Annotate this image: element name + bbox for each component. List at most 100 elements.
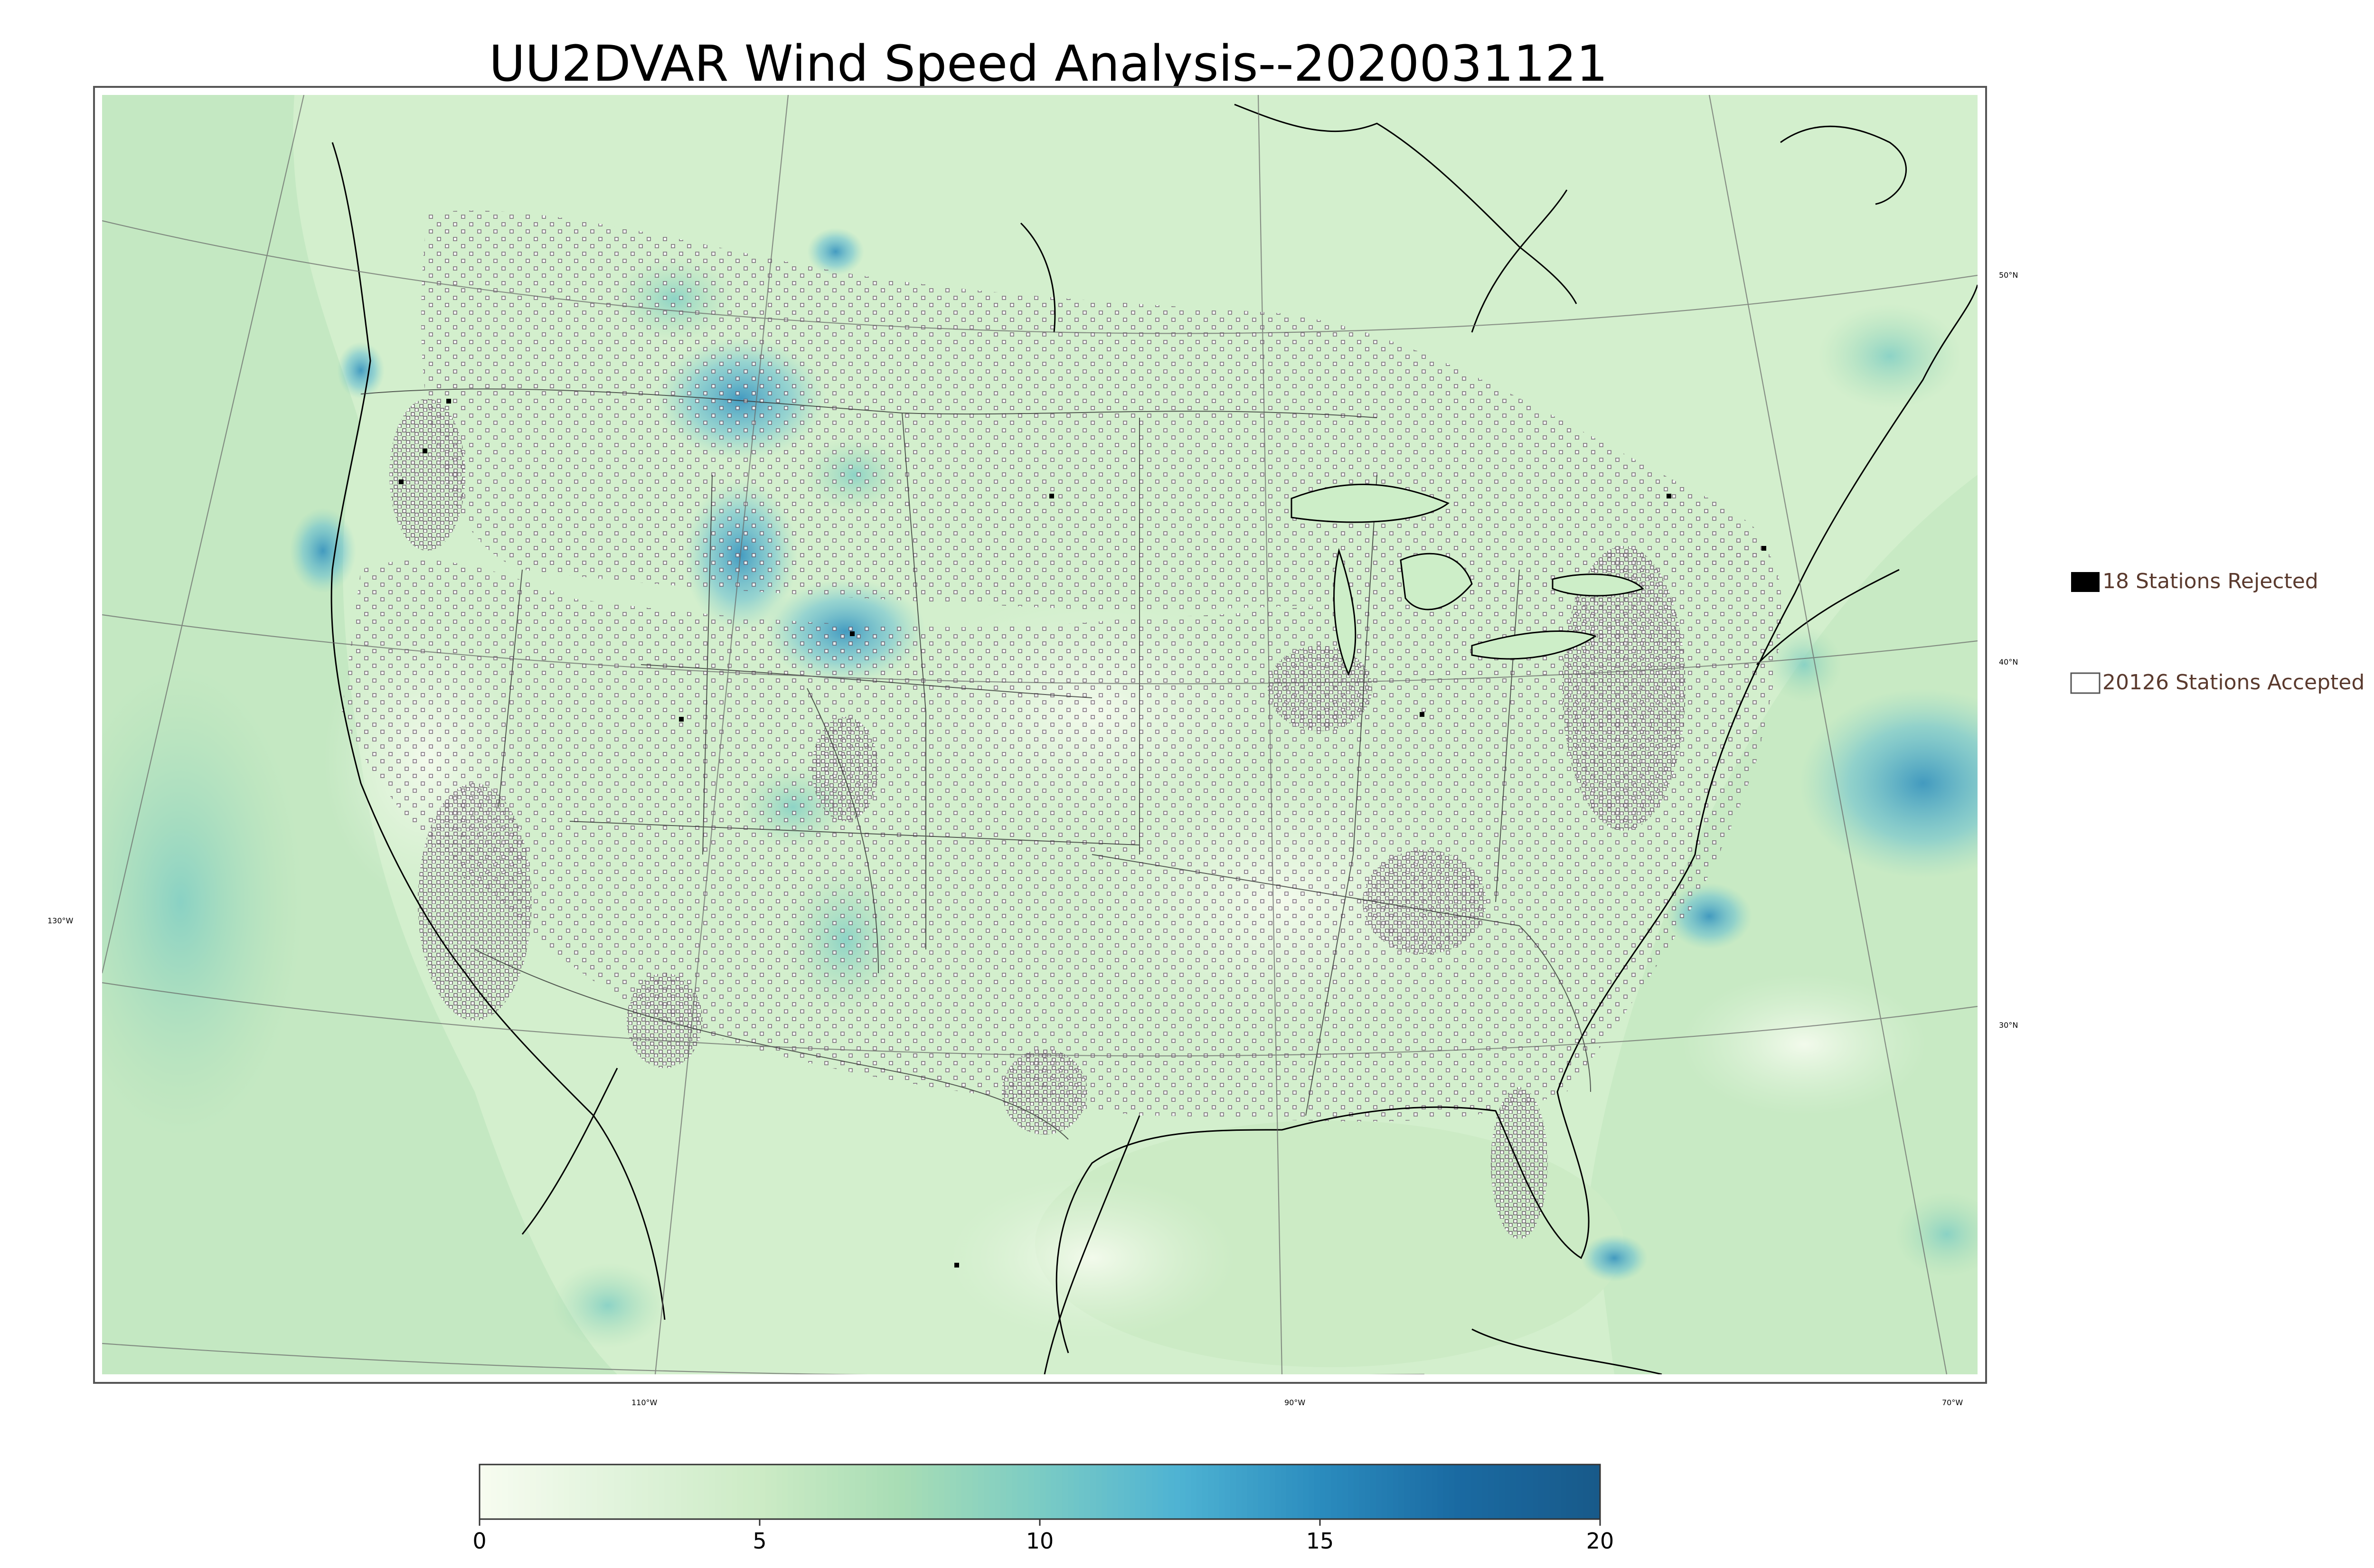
colorbar-segment [821,1465,828,1519]
colorbar-segment [1376,1465,1382,1519]
colorbar-segment [603,1465,609,1519]
colorbar-segment [1073,1465,1080,1519]
colorbar-segment [1090,1465,1096,1519]
lat-label-40n: 40°N [1999,657,2018,667]
colorbar-segment [709,1465,716,1519]
colorbar-segment [1253,1465,1259,1519]
colorbar-segment [1168,1465,1175,1519]
colorbar-segment [536,1465,542,1519]
colorbar-segment [1096,1465,1102,1519]
colorbar-segment [1118,1465,1124,1519]
colorbar-segment [704,1465,710,1519]
rejected-stations [399,399,1766,1268]
colorbar-segment [1320,1465,1326,1519]
colorbar-tick-label: 15 [1306,1528,1334,1554]
colorbar-segment [849,1465,856,1519]
rejected-legend-swatch [2071,572,2100,592]
colorbar-segment [1241,1465,1248,1519]
colorbar-segment [1112,1465,1119,1519]
colorbar-segment [1258,1465,1264,1519]
colorbar-segment [502,1465,508,1519]
colorbar-segment [1275,1465,1281,1519]
colorbar-segment [1527,1465,1534,1519]
colorbar-segment [737,1465,744,1519]
colorbar-segment [1012,1465,1018,1519]
colorbar-segment [715,1465,721,1519]
colorbar-segment [1409,1465,1416,1519]
colorbar-segment [788,1465,794,1519]
colorbar-segment [1135,1465,1141,1519]
lon-label-130w: 130°W [47,916,74,925]
colorbar-segment [1594,1465,1601,1519]
colorbar-segment [1129,1465,1136,1519]
colorbar-segment [1398,1465,1404,1519]
colorbar-segment [1281,1465,1287,1519]
colorbar-segment [1309,1465,1315,1519]
colorbar-segment [1359,1465,1366,1519]
colorbar-segment [1225,1465,1231,1519]
colorbar-segment [558,1465,564,1519]
colorbar-segment [1426,1465,1432,1519]
colorbar-segments [480,1465,1601,1519]
colorbar-segment [1544,1465,1550,1519]
colorbar-segment [1056,1465,1063,1519]
colorbar-segment [1062,1465,1068,1519]
colorbar-segment [1493,1465,1500,1519]
colorbar-segment [832,1465,839,1519]
colorbar-segment [681,1465,688,1519]
colorbar-segment [765,1465,772,1519]
colorbar-segment [1365,1465,1371,1519]
colorbar-segment [1589,1465,1595,1519]
colorbar-segment [1045,1465,1052,1519]
colorbar-segment [636,1465,643,1519]
colorbar-tick-label: 10 [1026,1528,1054,1554]
colorbar-segment [804,1465,811,1519]
colorbar-segment [776,1465,783,1519]
colorbar-segment [1208,1465,1214,1519]
colorbar-segment [961,1465,968,1519]
colorbar-segment [939,1465,945,1519]
colorbar-segment [1219,1465,1225,1519]
colorbar-segment [1157,1465,1164,1519]
colorbar-segment [1028,1465,1035,1519]
rejected-legend-label: 18 Stations Rejected [2102,569,2318,593]
colorbar-segment [877,1465,884,1519]
colorbar-segment [1213,1465,1220,1519]
colorbar-segment [631,1465,637,1519]
colorbar-segment [1505,1465,1511,1519]
colorbar-segment [513,1465,519,1519]
colorbar-segment [1325,1465,1332,1519]
colorbar-segment [1000,1465,1007,1519]
colorbar-segment [720,1465,727,1519]
colorbar-segment [592,1465,598,1519]
lon-label-70w: 70°W [1942,1398,1963,1407]
colorbar-segment [956,1465,962,1519]
colorbar-segment [496,1465,503,1519]
colorbar-segment [916,1465,923,1519]
colorbar-segment [1370,1465,1376,1519]
colorbar-segment [1437,1465,1444,1519]
colorbar-segment [883,1465,889,1519]
colorbar-segment [1101,1465,1108,1519]
colorbar-segment [1152,1465,1158,1519]
colorbar-segment [524,1465,531,1519]
colorbar-segment [642,1465,648,1519]
lon-label-110w: 110°W [631,1398,658,1407]
colorbar-segment [1191,1465,1197,1519]
colorbar-segment [692,1465,699,1519]
colorbar-segment [933,1465,940,1519]
graticule [102,95,1978,1374]
colorbar-segment [1269,1465,1276,1519]
colorbar-segment [530,1465,536,1519]
colorbar-segment [620,1465,626,1519]
colorbar-segment [608,1465,615,1519]
colorbar-segment [480,1465,486,1519]
hudson-bay-coast [1020,103,1907,333]
colorbar-segment [1264,1465,1270,1519]
colorbar-segment [1488,1465,1494,1519]
colorbar-segment [827,1465,833,1519]
colorbar-segment [1023,1465,1029,1519]
accepted-legend-swatch [2070,672,2101,694]
colorbar-segment [1499,1465,1506,1519]
colorbar-segment [922,1465,928,1519]
